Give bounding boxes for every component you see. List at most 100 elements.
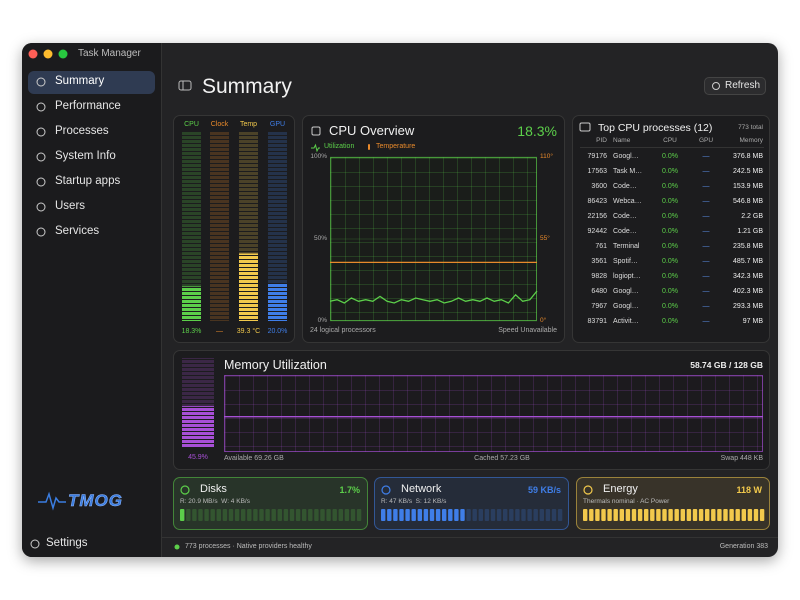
table-cell: — [702,227,710,235]
table-cell: — [702,287,710,295]
sidebar-item[interactable]: System Info [55,150,116,163]
card [374,477,569,530]
table-cell: 376.8 MB [733,152,763,160]
panel-subtitle: 773 total [738,124,763,132]
table-cell: — [702,302,710,310]
column-header: Name [613,137,631,145]
table-cell: Googl… [613,302,639,310]
table-cell: 6480 [591,287,607,295]
sidebar-item[interactable]: Summary [55,75,105,88]
table-cell: 17563 [587,167,607,175]
memory-total: 58.74 GB / 128 GB [690,359,763,370]
table-cell: 761 [595,242,607,250]
card-value: 59 KB/s [527,484,561,495]
refresh-button[interactable] [704,77,766,95]
processes-panel [572,115,770,343]
column-header: GPU [698,137,714,145]
table-cell: 485.7 MB [733,257,763,265]
column-header: Memory [739,137,763,145]
status-generation: Generation 383 [719,542,768,550]
panel-title: Memory Utilization [224,357,327,372]
sidebar-item[interactable]: Services [55,225,100,238]
card-title: Network [401,483,442,496]
table-cell: — [702,317,710,325]
meter-value: 45.9% [188,453,208,461]
table-cell: 83791 [587,317,607,325]
table-cell: Code… [613,212,637,220]
table-cell: — [702,182,710,190]
sidebar-item[interactable]: Startup apps [55,175,121,188]
sidebar-item[interactable]: Processes [55,125,109,138]
table-cell: 97 MB [742,317,763,325]
refresh-label[interactable]: Refresh [725,80,761,91]
table-cell: 0.0% [662,182,678,190]
table-cell: Googl… [613,287,639,295]
table-cell: — [702,197,710,205]
card-detail: R: 20.9 MB/s W: 4 KB/s [180,498,250,506]
table-cell: Googl… [613,152,639,160]
cpu-plot-area [330,157,537,321]
panel-title: CPU Overview [329,123,415,139]
table-cell: 0.0% [662,257,678,265]
meter-label: CPU [184,120,199,128]
card-title: Disks [200,483,227,496]
table-cell: 7967 [591,302,607,310]
table-cell: 3561 [591,257,607,265]
table-cell: Spotif… [613,257,638,265]
panel-footer: Swap 448 KB [720,454,763,462]
meter-label: Temp [239,120,258,128]
sidebar-item[interactable]: Users [55,200,86,213]
status-text: 773 processes · Native providers healthy [185,542,312,550]
table-cell: 402.3 MB [733,287,763,295]
table-cell: — [702,272,710,280]
memory-plot-area [224,375,763,452]
card-value: 1.7% [339,484,360,495]
table-cell: 2.2 GB [741,212,763,220]
logo: TMOG [68,490,123,511]
table-cell: 86423 [587,197,607,205]
panel-footer: Speed Unavailable [498,326,557,334]
meter-value: 18.3% [181,327,202,335]
y-tick-label: 0% [317,317,327,325]
table-cell: 153.9 MB [733,182,763,190]
table-cell: 1.21 GB [737,227,763,235]
meter-value: 20.0% [267,327,288,335]
card-detail: R: 47 KB/s S: 12 KB/s [381,498,447,506]
y-tick-label: 100% [310,153,327,161]
table-cell: 3600 [591,182,607,190]
meter-value: 39.3 °C [236,327,261,335]
settings[interactable]: Settings [46,537,88,550]
panel-footer: 24 logical processors [310,326,376,334]
table-cell: Code… [613,182,637,190]
card [173,477,368,530]
meters-panel [173,115,295,343]
table-cell: 242.5 MB [733,167,763,175]
table-divider [580,147,764,148]
table-cell: 0.0% [662,167,678,175]
table-cell: 0.0% [662,227,678,235]
column-header: CPU [663,137,677,145]
meter-label: Clock [210,120,229,128]
column-header: PID [596,137,607,145]
card-title: Energy [603,483,638,496]
cpu-value: 18.3% [517,122,557,139]
panel-footer: Available 69.26 GB [224,454,284,462]
table-cell: 0.0% [662,242,678,250]
table-cell: 546.8 MB [733,197,763,205]
y-tick-label: 50% [313,235,327,243]
meter-label: GPU [269,120,286,128]
table-cell: 0.0% [662,287,678,295]
table-cell: 342.3 MB [733,272,763,280]
sidebar-item[interactable]: Performance [55,100,121,113]
table-cell: Task M… [613,167,643,175]
table-cell: logiopt… [613,272,641,280]
card [576,477,770,530]
legend-label: Temperature [376,142,416,150]
table-cell: 0.0% [662,152,678,160]
table-cell: — [702,152,710,160]
table-cell: 0.0% [662,302,678,310]
table-cell: Terminal [613,242,640,250]
y2-tick-label: 55° [540,235,550,243]
table-cell: Code… [613,227,637,235]
status-bar-divider [162,537,778,538]
